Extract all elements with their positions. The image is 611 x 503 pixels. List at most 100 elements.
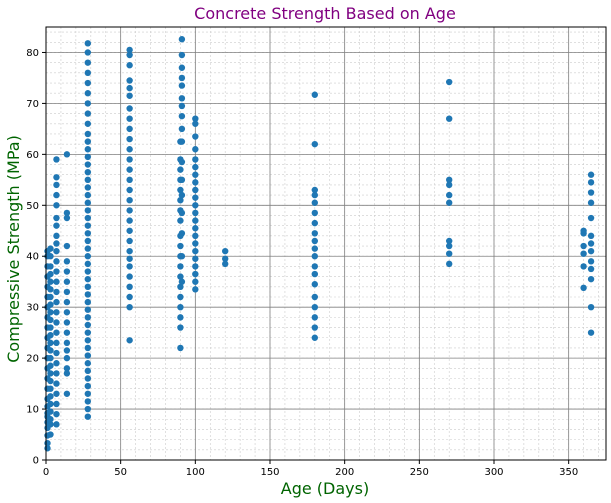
data-point xyxy=(53,298,60,306)
data-point xyxy=(446,181,453,189)
data-point xyxy=(126,207,133,214)
data-point xyxy=(446,260,453,268)
data-point xyxy=(63,365,71,372)
y-tick-label: 10 xyxy=(26,405,39,416)
data-point xyxy=(53,232,60,240)
data-point xyxy=(47,377,54,385)
data-point xyxy=(178,230,186,237)
data-point xyxy=(84,153,92,161)
data-point xyxy=(177,293,184,301)
data-point xyxy=(84,314,92,321)
data-point xyxy=(47,431,54,438)
data-point xyxy=(126,237,133,245)
data-point xyxy=(126,146,133,153)
data-point xyxy=(53,156,60,163)
data-point xyxy=(47,385,54,392)
data-point xyxy=(53,380,60,387)
data-point xyxy=(126,217,133,224)
data-point xyxy=(177,166,184,173)
data-point xyxy=(178,74,186,82)
data-point xyxy=(126,293,133,301)
data-point xyxy=(53,191,60,199)
data-point xyxy=(126,135,133,143)
data-point xyxy=(47,286,54,293)
data-point xyxy=(192,156,199,163)
data-point xyxy=(192,209,199,217)
data-point xyxy=(446,115,453,122)
data-point xyxy=(84,260,92,268)
data-point xyxy=(47,309,54,316)
y-axis-label: Compressive Strength (MPa) xyxy=(4,135,23,363)
data-point xyxy=(63,370,71,377)
data-point xyxy=(53,390,60,397)
data-point xyxy=(63,329,71,336)
data-point xyxy=(126,197,133,204)
data-point xyxy=(53,339,60,347)
data-point xyxy=(177,242,184,250)
data-point xyxy=(53,410,60,418)
data-point xyxy=(84,283,92,290)
data-point xyxy=(192,217,199,224)
data-point xyxy=(192,270,199,278)
data-point xyxy=(84,130,92,138)
data-point xyxy=(53,288,60,296)
data-point xyxy=(192,179,199,186)
data-point xyxy=(126,84,133,92)
x-tick-label: 0 xyxy=(43,467,49,478)
data-point xyxy=(47,293,54,301)
data-point xyxy=(222,247,229,255)
data-point xyxy=(84,69,92,77)
data-point xyxy=(126,273,133,280)
data-point xyxy=(126,283,133,290)
data-point xyxy=(311,303,318,311)
data-point xyxy=(311,91,318,98)
data-point xyxy=(84,184,92,191)
data-point xyxy=(178,112,186,120)
data-point xyxy=(192,286,199,293)
data-point xyxy=(126,227,133,234)
data-point xyxy=(84,352,92,359)
data-point xyxy=(84,298,92,306)
data-point xyxy=(192,115,199,122)
data-point xyxy=(587,171,595,178)
data-point xyxy=(580,227,587,234)
x-tick-label: 50 xyxy=(114,467,127,478)
data-point xyxy=(84,168,92,176)
data-point xyxy=(222,255,229,262)
data-point xyxy=(178,125,186,133)
data-point xyxy=(84,275,92,283)
data-point xyxy=(446,199,453,206)
data-point xyxy=(63,347,71,354)
data-point xyxy=(192,163,199,171)
data-point xyxy=(311,245,318,252)
data-point xyxy=(311,237,318,245)
data-point xyxy=(580,250,587,257)
x-tick-label: 200 xyxy=(335,467,354,478)
data-point xyxy=(47,362,54,369)
data-point xyxy=(53,222,60,229)
data-point xyxy=(587,179,595,186)
data-point xyxy=(84,120,92,127)
data-point xyxy=(47,354,54,362)
data-point xyxy=(311,334,318,341)
x-tick-label: 300 xyxy=(484,467,503,478)
data-point xyxy=(63,390,71,397)
data-point xyxy=(192,171,199,178)
data-point xyxy=(63,288,71,296)
data-point xyxy=(63,278,71,285)
data-point xyxy=(84,360,92,367)
data-point xyxy=(126,263,133,270)
data-point xyxy=(47,416,54,423)
data-point xyxy=(84,207,92,214)
data-point xyxy=(84,337,92,344)
data-point xyxy=(53,268,60,275)
data-point xyxy=(311,270,318,278)
data-point xyxy=(126,255,133,262)
data-point xyxy=(84,329,92,336)
data-point xyxy=(311,219,318,227)
data-point xyxy=(192,186,199,194)
data-point xyxy=(53,400,60,408)
data-point xyxy=(446,242,453,250)
data-point xyxy=(84,245,92,252)
data-point xyxy=(177,303,184,311)
